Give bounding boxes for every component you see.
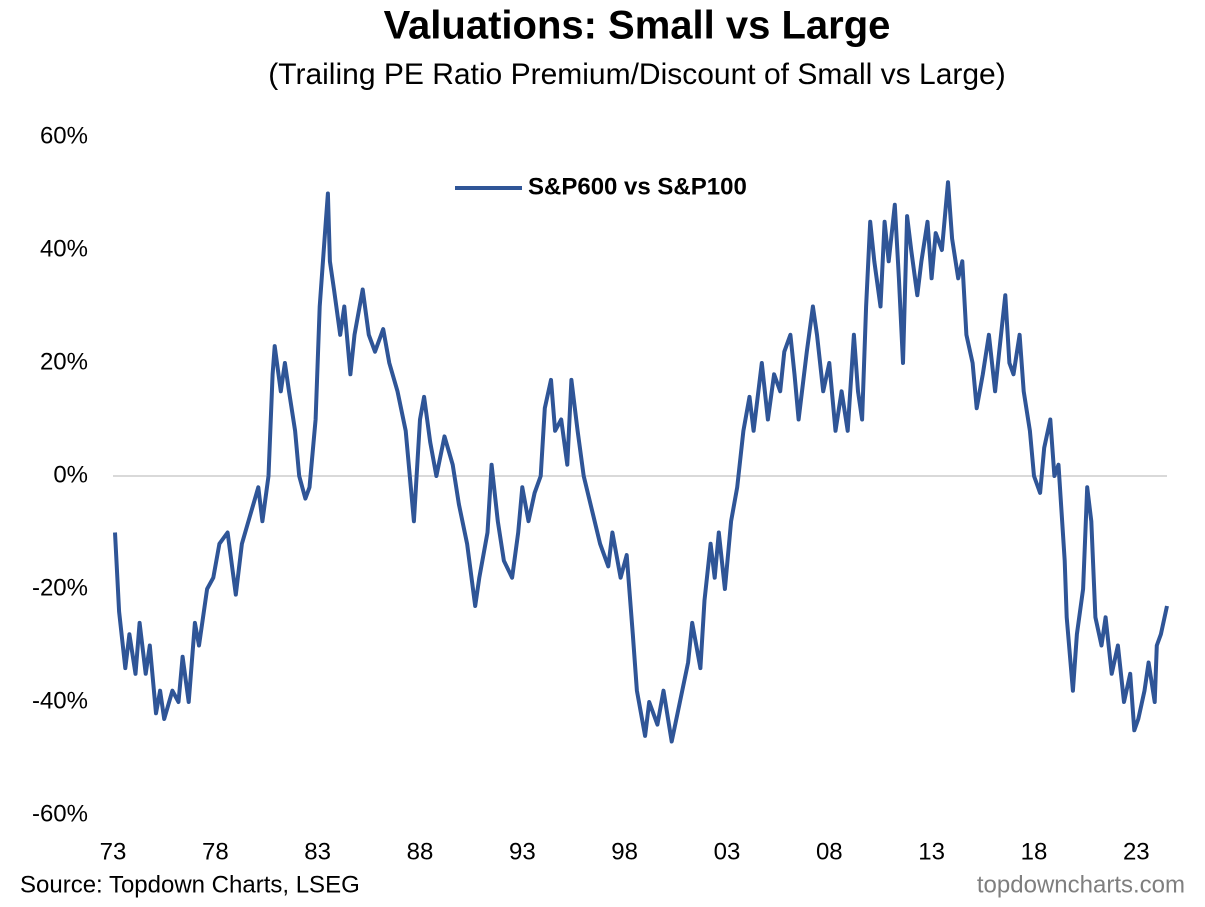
y-tick-label: 40% xyxy=(40,235,88,262)
x-tick-label: 18 xyxy=(1021,838,1048,865)
chart-subtitle: (Trailing PE Ratio Premium/Discount of S… xyxy=(268,58,1005,91)
x-tick-label: 88 xyxy=(407,838,434,865)
y-tick-label: -60% xyxy=(32,800,88,827)
x-tick-label: 03 xyxy=(714,838,741,865)
data-line xyxy=(113,180,1169,744)
source-note: Source: Topdown Charts, LSEG xyxy=(20,871,360,898)
x-tick-label: 23 xyxy=(1123,838,1150,865)
x-tick-label: 93 xyxy=(509,838,536,865)
y-tick-label: 60% xyxy=(40,122,88,149)
x-tick-label: 73 xyxy=(100,838,127,865)
y-tick-label: 0% xyxy=(53,461,88,488)
legend-label: S&P600 vs S&P100 xyxy=(528,173,747,200)
x-tick-label: 83 xyxy=(304,838,331,865)
x-tick-label: 08 xyxy=(816,838,843,865)
watermark: topdowncharts.com xyxy=(977,871,1185,898)
x-tick-label: 78 xyxy=(202,838,229,865)
y-tick-label: 20% xyxy=(40,348,88,375)
y-tick-label: -40% xyxy=(32,687,88,714)
y-tick-label: -20% xyxy=(32,574,88,601)
x-tick-label: 98 xyxy=(611,838,638,865)
chart-title: Valuations: Small vs Large xyxy=(384,4,891,48)
x-tick-label: 13 xyxy=(918,838,945,865)
